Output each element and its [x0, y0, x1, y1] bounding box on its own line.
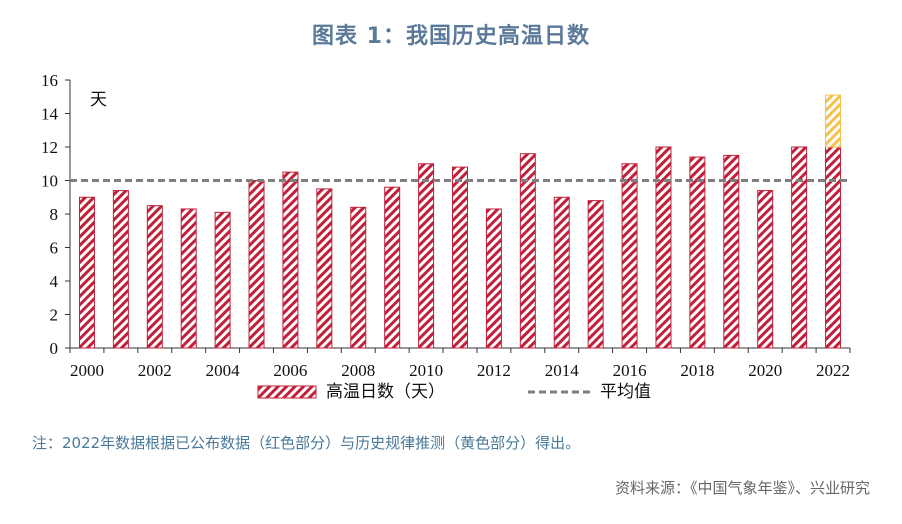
bar — [485, 208, 502, 349]
legend-swatch-bars — [257, 385, 317, 399]
x-tick-label: 2000 — [70, 361, 104, 380]
chart-title: 图表 1：我国历史高温日数 — [312, 24, 590, 49]
x-tick-label: 2022 — [816, 361, 850, 380]
bar — [180, 208, 197, 349]
bar — [112, 190, 129, 349]
legend-label-bars: 高温日数（天） — [326, 382, 445, 402]
y-tick-label: 16 — [41, 71, 58, 90]
bar — [384, 186, 401, 349]
x-tick-label: 2008 — [341, 361, 375, 380]
bar — [78, 196, 95, 349]
bar — [621, 163, 638, 349]
bar — [825, 146, 842, 349]
bar — [791, 146, 808, 349]
y-tick-label: 14 — [41, 105, 59, 124]
bar — [350, 206, 367, 349]
bar — [723, 154, 740, 349]
bar — [587, 200, 604, 349]
y-tick-label: 8 — [50, 205, 59, 224]
bar-projected — [825, 94, 842, 148]
y-unit-label: 天 — [90, 90, 107, 110]
y-tick-label: 2 — [50, 306, 59, 325]
bar — [757, 190, 774, 349]
legend-label-average: 平均值 — [600, 382, 651, 402]
footnote: 注：2022年数据根据已公布数据（红色部分）与历史规律推测（黄色部分）得出。 — [32, 434, 581, 452]
bar-chart: 0 2 4 6 8 10 12 14 16 天 2000 2002 2004 2006 2008 2010 20… — [41, 71, 851, 402]
x-tick-label: 2020 — [748, 361, 782, 380]
y-tick-label: 4 — [50, 272, 59, 291]
bar — [282, 171, 299, 349]
bar — [214, 211, 231, 349]
bar — [519, 153, 536, 349]
y-tick-label: 12 — [41, 138, 58, 157]
bar — [248, 180, 265, 349]
x-tick-label: 2018 — [680, 361, 714, 380]
bar — [146, 205, 163, 349]
y-tick-label: 10 — [41, 172, 58, 191]
bar — [418, 163, 435, 349]
y-tick-label: 0 — [50, 339, 59, 358]
bar — [316, 188, 333, 349]
bar — [655, 146, 672, 349]
bar — [553, 196, 570, 349]
x-tick-label: 2016 — [613, 361, 647, 380]
bar — [689, 156, 706, 349]
bar — [452, 166, 468, 349]
x-tick-label: 2010 — [409, 361, 443, 380]
x-tick-label: 2012 — [477, 361, 511, 380]
x-tick-label: 2014 — [545, 361, 580, 380]
source-line: 资料来源：《中国气象年鉴》、兴业研究 — [614, 479, 870, 497]
x-tick-label: 2002 — [138, 361, 172, 380]
y-tick-label: 6 — [50, 239, 59, 258]
x-tick-label: 2006 — [273, 361, 307, 380]
x-tick-label: 2004 — [206, 361, 241, 380]
